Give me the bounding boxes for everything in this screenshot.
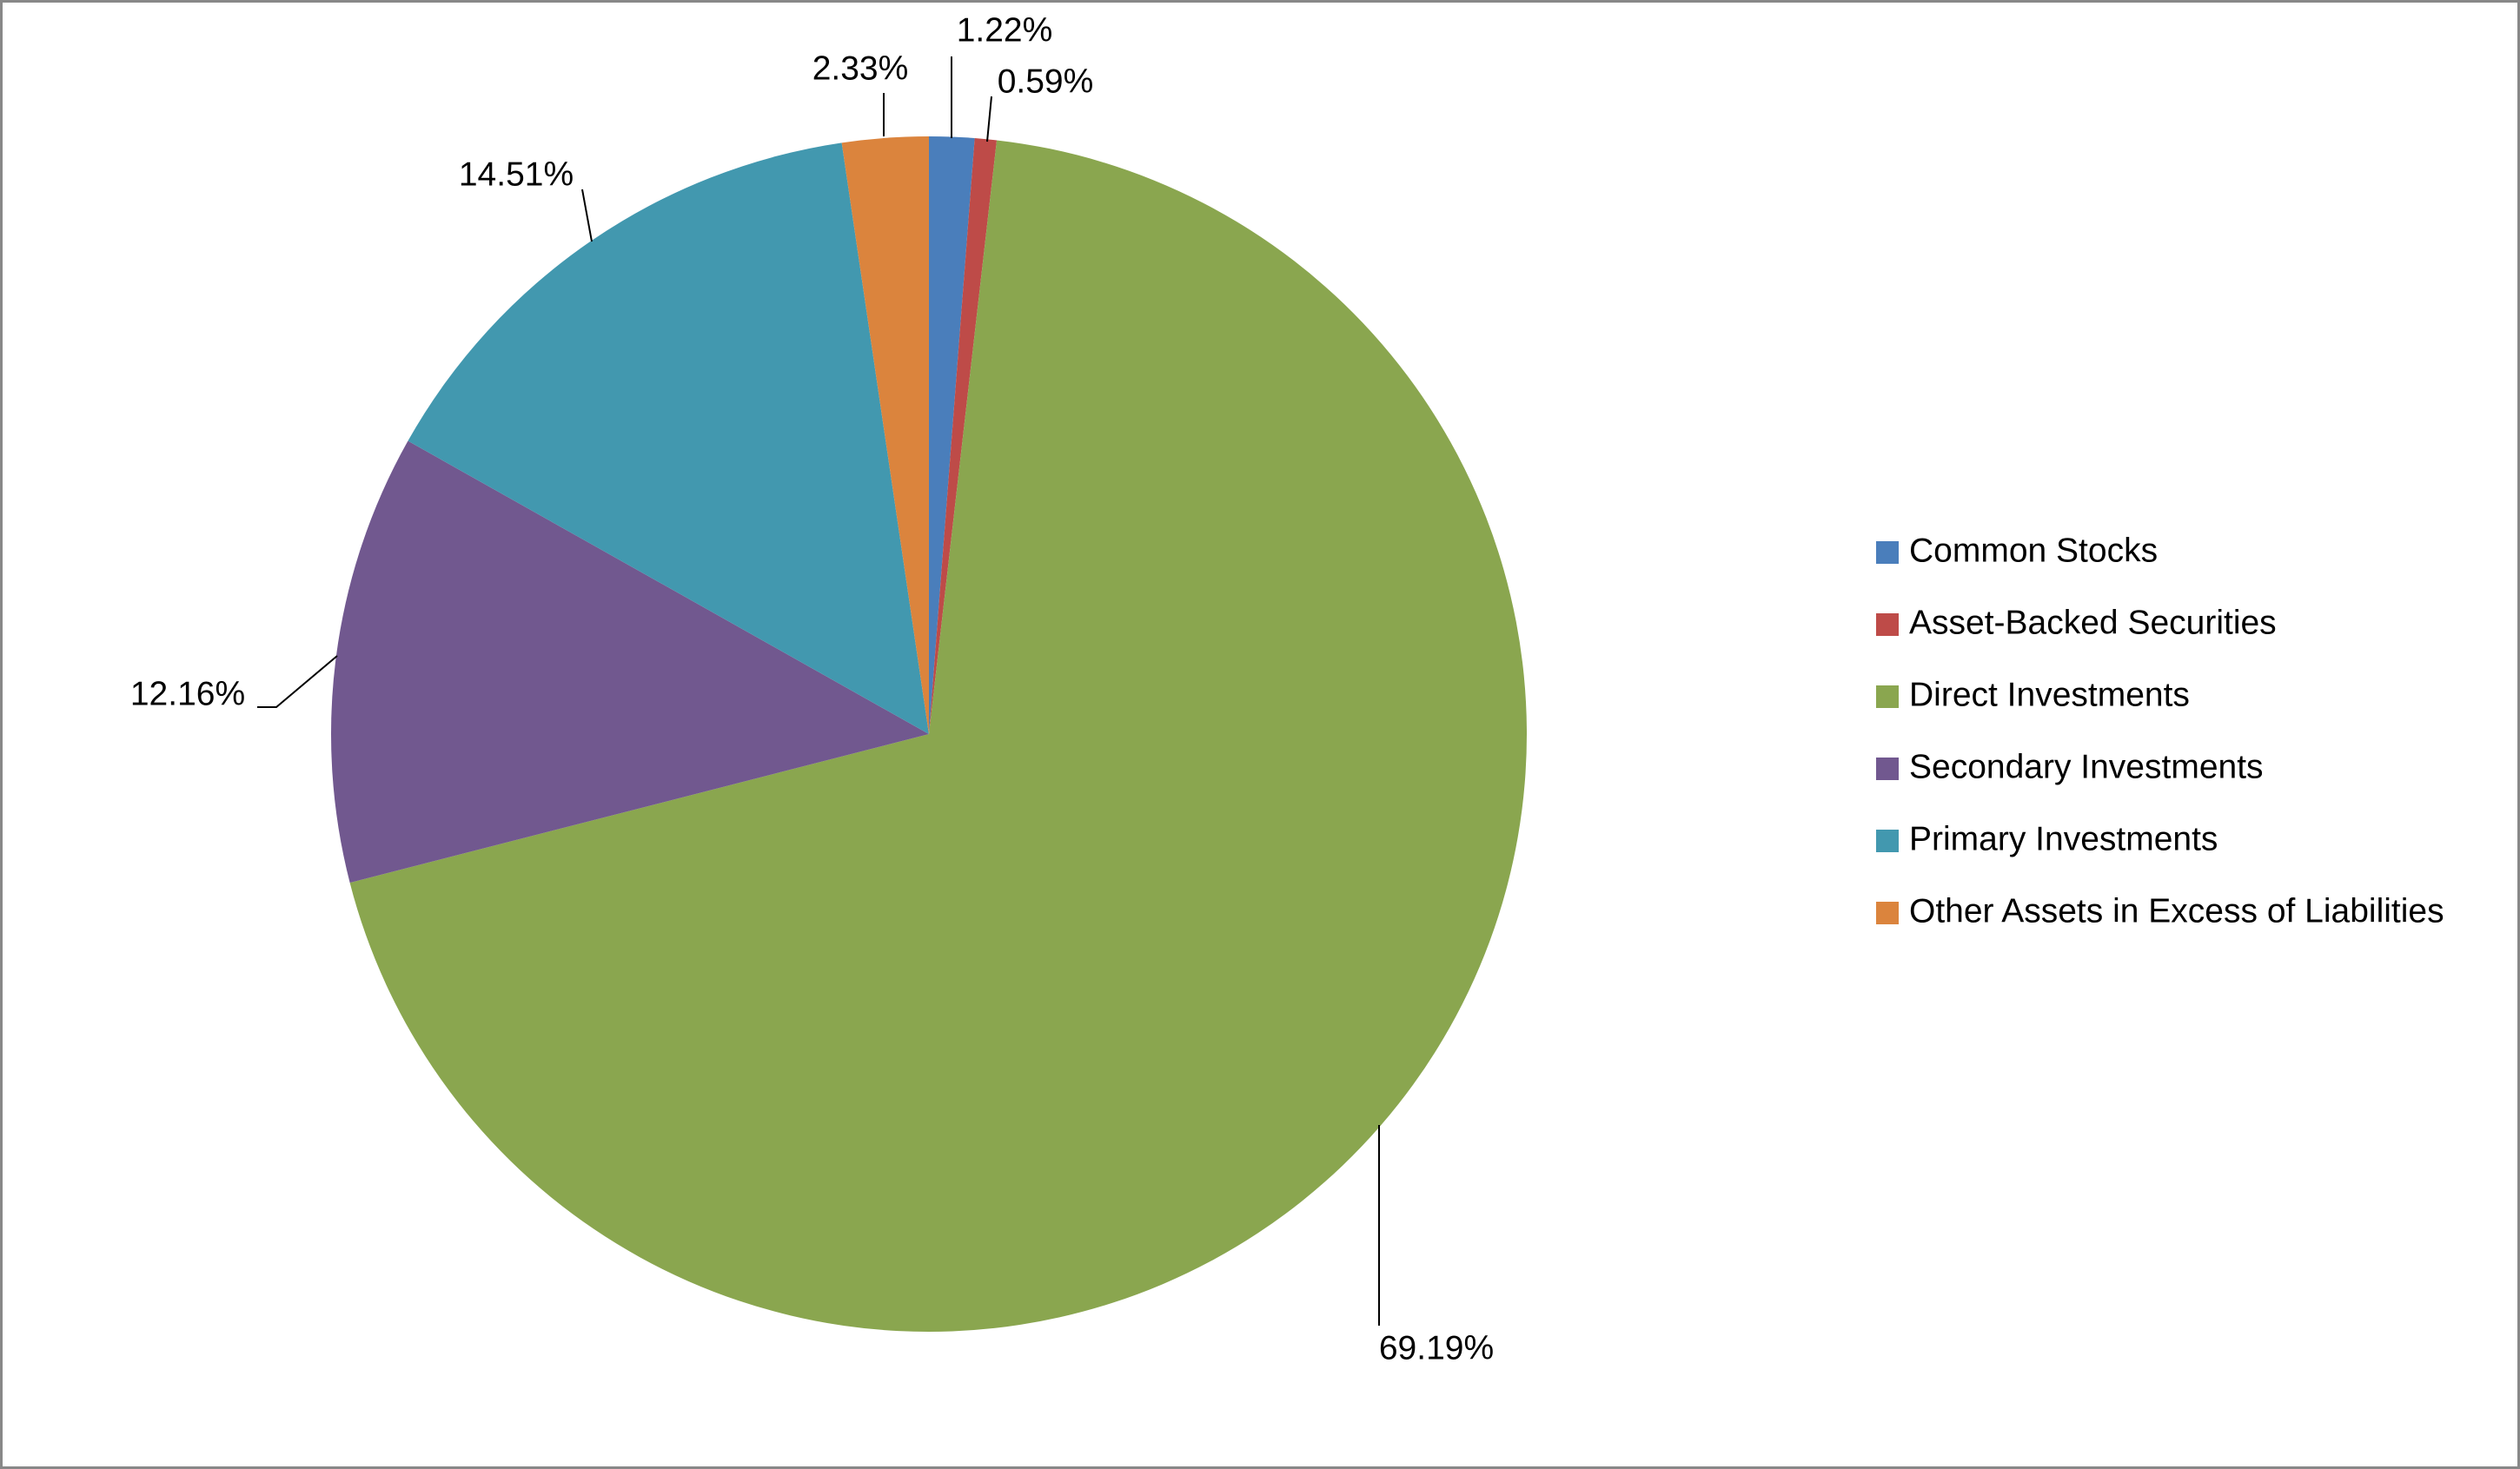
pie-slice — [349, 140, 1528, 1332]
leader-line — [257, 655, 338, 708]
legend-label: Direct Investments — [1909, 676, 2190, 713]
legend-swatch — [1876, 541, 1899, 564]
legend-label: Common Stocks — [1909, 532, 2158, 569]
data-label: 69.19% — [1379, 1329, 1494, 1366]
legend-label: Secondary Investments — [1909, 748, 2264, 785]
legend-swatch — [1876, 758, 1899, 780]
legend-label: Asset-Backed Securities — [1909, 604, 2277, 641]
legend-swatch — [1876, 902, 1899, 924]
pie-slice — [929, 136, 975, 734]
data-label: 0.59% — [998, 63, 1094, 100]
leader-line — [986, 96, 992, 142]
legend-swatch — [1876, 613, 1899, 636]
data-label: 14.51% — [459, 156, 574, 193]
data-label: 2.33% — [812, 50, 909, 87]
legend-swatch — [1876, 685, 1899, 708]
data-label: 1.22% — [957, 11, 1053, 49]
pie-slice — [841, 136, 929, 734]
data-label: 12.16% — [130, 675, 245, 712]
pie-slice — [331, 440, 929, 883]
pie-slice — [929, 138, 998, 735]
legend-swatch — [1876, 830, 1899, 852]
leader-line — [581, 189, 593, 242]
pie-slice — [408, 142, 929, 734]
legend-label: Other Assets in Excess of Liabilities — [1909, 892, 2444, 930]
legend-label: Primary Investments — [1909, 820, 2218, 857]
